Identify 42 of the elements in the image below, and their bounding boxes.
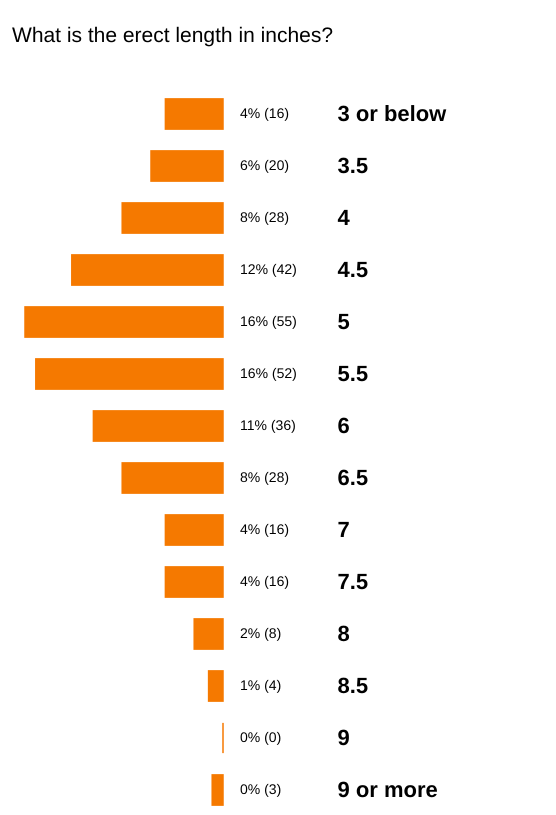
data-label: 6% (20) — [240, 157, 290, 173]
data-label: 4% (16) — [240, 573, 290, 589]
data-label: 8% (28) — [240, 469, 290, 485]
bar — [121, 202, 224, 234]
bar — [24, 306, 224, 338]
bar — [211, 774, 224, 806]
y-tick-label: 6.5 — [338, 465, 368, 490]
y-tick-label: 8 — [338, 621, 350, 646]
y-tick-label: 4.5 — [338, 257, 368, 282]
bar — [164, 98, 224, 130]
y-tick-label: 3.5 — [338, 153, 368, 178]
data-label: 0% (3) — [240, 781, 282, 797]
y-tick-label: 9 — [338, 725, 350, 750]
data-label: 16% (55) — [240, 313, 297, 329]
y-tick-label: 3 or below — [338, 101, 448, 126]
data-label: 16% (52) — [240, 365, 297, 381]
bar — [208, 670, 224, 702]
bar — [35, 358, 224, 390]
y-tick-label: 5.5 — [338, 361, 368, 386]
bar — [164, 514, 224, 546]
bar — [150, 150, 224, 182]
data-label: 11% (36) — [240, 417, 296, 433]
y-tick-label: 8.5 — [338, 673, 368, 698]
bar — [71, 254, 224, 286]
data-label: 8% (28) — [240, 209, 290, 225]
y-tick-label: 6 — [338, 413, 350, 438]
y-tick-label: 5 — [338, 309, 350, 334]
data-label: 4% (16) — [240, 105, 290, 121]
data-label: 1% (4) — [240, 677, 282, 693]
data-label: 12% (42) — [240, 261, 297, 277]
data-label: 2% (8) — [240, 625, 282, 641]
y-tick-label: 7 — [338, 517, 350, 542]
bar — [92, 410, 224, 442]
bar — [121, 462, 224, 494]
bar — [193, 618, 224, 650]
chart-title: What is the erect length in inches? — [12, 24, 334, 47]
y-tick-label: 4 — [338, 205, 350, 230]
data-label: 0% (0) — [240, 729, 282, 745]
data-label: 4% (16) — [240, 521, 290, 537]
y-tick-label: 7.5 — [338, 569, 368, 594]
y-tick-label: 9 or more — [338, 777, 438, 802]
bar — [164, 566, 224, 598]
